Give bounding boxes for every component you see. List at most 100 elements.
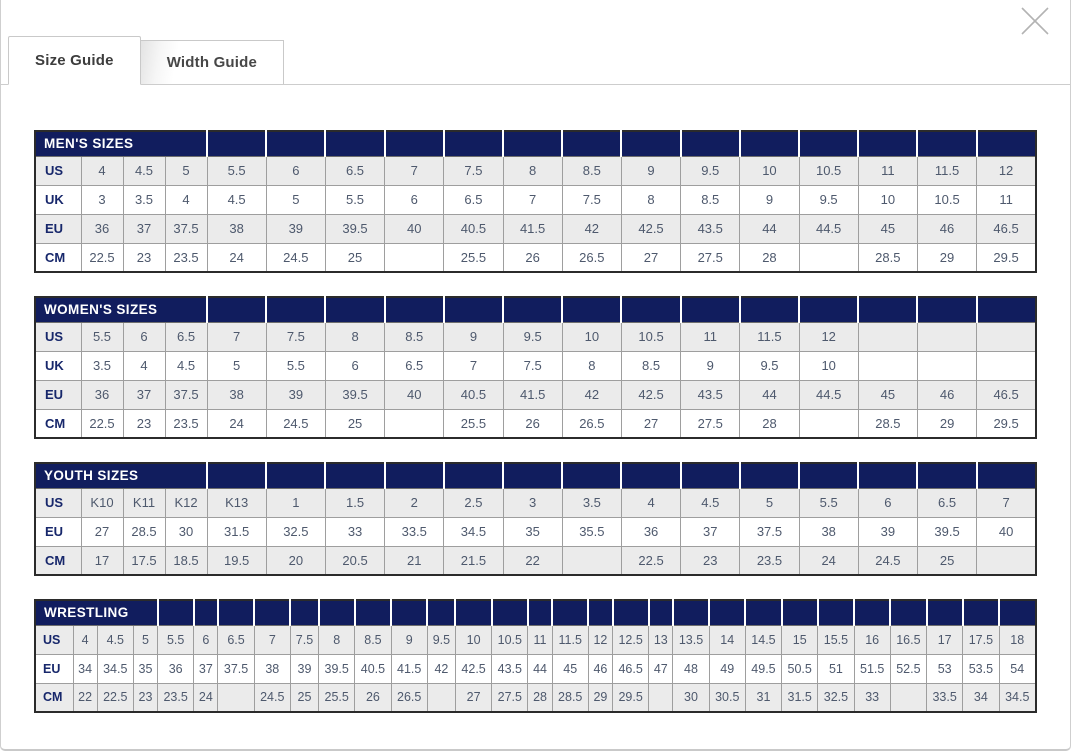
size-cell: 23 — [122, 242, 166, 273]
size-cell: 41.5 — [502, 213, 563, 244]
size-cell: 39.5 — [324, 379, 386, 410]
size-cell: 26.5 — [561, 408, 622, 439]
size-cell: 4 — [620, 487, 682, 518]
table-row: EU 27 28.5 30 31.5 32.5 33 33.5 34.5 35 35.5 36 37 37… — [34, 516, 1037, 547]
size-cell: 15.5 — [817, 624, 855, 655]
size-cell: 6 — [857, 487, 918, 518]
size-cell: 27 — [620, 242, 682, 273]
size-cell: 37.5 — [164, 379, 208, 410]
table-row: CM 17 17.5 18.5 19.5 20 20.5 21 21.5 22 22.5 23 23.5… — [34, 545, 1037, 576]
size-cell: K12 — [164, 487, 208, 518]
size-cell — [916, 321, 978, 352]
header-cell — [975, 296, 1037, 323]
size-cell: 22.5 — [620, 545, 682, 576]
size-cell: 5.5 — [80, 321, 124, 352]
size-cell: 34.5 — [96, 653, 134, 684]
header-cell — [502, 130, 563, 157]
size-cell: 53.5 — [962, 653, 1000, 684]
size-cell: 30 — [164, 516, 208, 547]
size-cell: 7.5 — [265, 321, 326, 352]
header-cell — [383, 130, 445, 157]
size-cell: 5.5 — [206, 155, 267, 186]
size-cell: 11.5 — [739, 321, 800, 352]
size-table: WRESTLING US 4 4.5 5 5.5 6 6.5 7 7.5 8 8.5 9 9.5 10 10.… — [34, 599, 1037, 713]
size-cell: 11 — [857, 155, 918, 186]
header-cell — [679, 130, 741, 157]
size-cell: 1 — [265, 487, 326, 518]
size-cell: 40 — [384, 379, 445, 410]
size-cell: 24 — [206, 242, 267, 273]
size-cell: 10 — [739, 155, 800, 186]
size-cell: 29 — [916, 242, 978, 273]
size-cell: 25 — [324, 242, 386, 273]
tab-width-guide[interactable]: Width Guide — [139, 40, 285, 84]
size-cell: 24 — [206, 408, 267, 439]
size-cell: 27.5 — [680, 242, 741, 273]
size-cell: 30.5 — [708, 682, 746, 713]
size-cell: 8 — [324, 321, 386, 352]
header-cell — [561, 130, 622, 157]
size-cell: 5.5 — [157, 624, 195, 655]
size-tables: MEN'S SIZES US 4 4.5 5 5.5 6 6.5 7 7.5 8 8.5 9 9.5 10 1… — [1, 85, 1070, 713]
size-cell: 9.5 — [798, 184, 859, 215]
size-cell: 6.5 — [443, 184, 504, 215]
size-cell: 37 — [122, 213, 166, 244]
size-cell: 6.5 — [217, 624, 255, 655]
size-cell: 43.5 — [680, 379, 741, 410]
size-cell: 5.5 — [265, 350, 326, 381]
size-cell: 40 — [384, 213, 445, 244]
size-cell: 8.5 — [620, 350, 682, 381]
size-cell: 37.5 — [739, 516, 800, 547]
size-cell: 9 — [739, 184, 800, 215]
size-cell: K11 — [122, 487, 166, 518]
header-cell — [916, 296, 978, 323]
table-row: CM 22.5 23 23.5 24 24.5 25 25.5 26 26.5 27 27.5 28 28… — [34, 408, 1037, 439]
size-cell — [916, 350, 978, 381]
table-title: MEN'S SIZES — [34, 130, 208, 157]
size-cell — [976, 321, 1037, 352]
size-cell: 10.5 — [491, 624, 529, 655]
header-cell — [324, 296, 386, 323]
header-cell — [454, 599, 493, 626]
size-cell: 33 — [324, 516, 386, 547]
size-cell: 10.5 — [916, 184, 978, 215]
size-cell: 51.5 — [853, 653, 891, 684]
header-cell — [679, 296, 741, 323]
size-cell: 4 — [164, 184, 208, 215]
size-cell: 9.5 — [739, 350, 800, 381]
header-cell — [265, 296, 326, 323]
header-cell — [975, 130, 1037, 157]
size-cell: 42.5 — [620, 379, 682, 410]
size-cell: 33.5 — [926, 682, 964, 713]
size-cell: 42 — [561, 213, 622, 244]
header-cell — [289, 599, 320, 626]
size-cell: 28.5 — [551, 682, 589, 713]
header-cell — [620, 462, 682, 489]
close-icon[interactable] — [1016, 2, 1054, 40]
size-cell: 8 — [620, 184, 682, 215]
size-cell: 28.5 — [857, 242, 918, 273]
size-cell: 4.5 — [122, 155, 166, 186]
table-row: UK 3 3.5 4 4.5 5 5.5 6 6.5 7 7.5 8 8.5 9 9.5 10 10.5 11 — [34, 184, 1037, 215]
header-cell — [798, 296, 859, 323]
size-cell: 8.5 — [561, 155, 622, 186]
row-label: EU — [34, 516, 82, 547]
tab-size-guide[interactable]: Size Guide — [8, 36, 141, 85]
size-cell: 50.5 — [781, 653, 819, 684]
size-cell: 11.5 — [916, 155, 978, 186]
table-row: EU 36 37 37.5 38 39 39.5 40 40.5 41.5 42 42.5 43.5 44… — [34, 213, 1037, 244]
size-cell: 34 — [72, 653, 98, 684]
table-header-row: WOMEN'S SIZES — [34, 296, 1037, 323]
size-cell: 6.5 — [164, 321, 208, 352]
size-cell — [889, 682, 928, 713]
size-cell: 5 — [206, 350, 267, 381]
table-header-row: WRESTLING — [34, 599, 1037, 626]
size-cell: 44.5 — [798, 379, 859, 410]
size-table: YOUTH SIZES US K10 K11 K12 K13 1 1.5 2 2.5 3 3.5 4 4.… — [34, 462, 1037, 576]
header-cell — [442, 130, 504, 157]
size-cell: 20 — [265, 545, 326, 576]
header-cell — [780, 599, 819, 626]
size-cell: 5 — [265, 184, 326, 215]
size-cell: 9.5 — [502, 321, 563, 352]
size-cell: 29 — [587, 682, 614, 713]
